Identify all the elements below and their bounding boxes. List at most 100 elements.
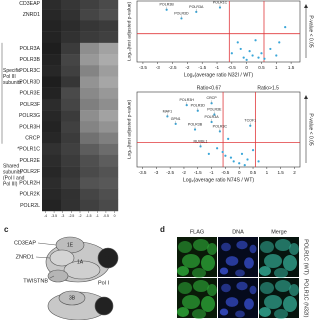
x-tick-label: 0	[245, 65, 248, 70]
heatmap-cell	[61, 121, 81, 133]
row-label: POLR2K	[20, 192, 41, 198]
cell	[289, 243, 299, 255]
heatmap-cell	[42, 31, 62, 44]
heatmap-cell	[99, 54, 119, 66]
x-tick-label: -1.5	[194, 170, 202, 175]
row-group-label: Specific	[3, 68, 21, 74]
cell	[178, 241, 192, 253]
heatmap-cell	[80, 154, 100, 167]
data-point	[232, 160, 235, 163]
heatmap-cell	[99, 31, 119, 44]
cell	[249, 244, 257, 254]
x-tick-label: -3.5	[51, 214, 57, 218]
x-tick-label: -4	[44, 214, 47, 218]
heatmap-cell	[61, 76, 81, 88]
cell	[264, 254, 282, 268]
heatmap-cell	[99, 188, 119, 200]
data-point	[216, 147, 219, 150]
diagram-label: TWISTNB	[23, 278, 48, 284]
cell	[207, 284, 217, 296]
data-point	[260, 52, 263, 55]
diagram-label: CD3EAP	[14, 240, 36, 246]
heatmap-cell	[61, 154, 81, 167]
blob	[58, 290, 86, 306]
heatmap-cell	[42, 9, 62, 21]
heatmap-cell	[42, 98, 62, 111]
cell	[235, 269, 245, 277]
heatmap-cell	[99, 199, 119, 212]
cell	[178, 282, 192, 294]
row-label: POLR1C (N32I)	[303, 279, 309, 318]
data-point	[246, 158, 249, 161]
ratio-note: Ratio<0.67	[197, 85, 222, 91]
point-label: TCOF1	[244, 119, 256, 123]
x-tick-label: 1	[275, 65, 278, 70]
data-point	[236, 41, 239, 44]
row-label: POLR2E	[20, 158, 41, 164]
heatmap-cell	[61, 98, 81, 111]
point-label: RUVBL1	[194, 139, 208, 143]
heatmap-cell	[99, 20, 119, 32]
heatmap-cell	[42, 42, 62, 55]
data-point	[257, 160, 260, 163]
data-point	[263, 57, 266, 60]
cell	[283, 255, 297, 271]
blob	[94, 296, 114, 316]
heatmap-cell	[80, 65, 100, 77]
heatmap-cell	[80, 20, 100, 32]
cell	[219, 267, 229, 275]
subunit-label: 1E	[67, 242, 74, 248]
cell	[289, 284, 299, 296]
data-point	[251, 149, 255, 152]
row-label: POLR3G	[19, 113, 40, 119]
cell	[225, 256, 239, 266]
data-point	[242, 56, 245, 59]
point-label: POLR1C	[213, 0, 228, 4]
data-point	[243, 164, 246, 167]
cell	[225, 297, 239, 307]
point-label: POLR3A	[204, 115, 219, 119]
row-group-label: Pol III	[3, 74, 16, 80]
subunit-label: 1C	[105, 255, 112, 261]
row-label: POLR3B	[20, 57, 41, 63]
x-tick-label: 1.5	[277, 170, 284, 175]
diagram-label: ZNRD1	[16, 254, 34, 260]
cell	[259, 266, 271, 276]
heatmap-cell	[99, 143, 119, 156]
leader	[49, 275, 55, 279]
heatmap-cell	[80, 9, 100, 21]
heatmap-cell	[99, 132, 119, 144]
heatmap-cell	[61, 0, 81, 10]
data-point	[278, 41, 281, 44]
heatmap-cell	[99, 9, 119, 21]
heatmap-cell	[61, 177, 81, 189]
point-label: POLR3A	[189, 5, 204, 9]
heatmap-cell	[42, 199, 62, 212]
cell	[236, 281, 248, 291]
row-label: POLR1C (WT)	[303, 239, 309, 275]
row-group-label: (Pol I and	[3, 175, 25, 181]
row-label: POLR3H	[19, 124, 40, 130]
data-point	[257, 56, 260, 59]
cell	[182, 295, 200, 309]
cell	[283, 296, 297, 312]
heatmap-cell	[42, 20, 62, 32]
x-tick-label: 0	[114, 214, 116, 218]
heatmap-cell	[42, 0, 62, 10]
point-label: POLR3C	[213, 124, 228, 128]
heatmap-cell	[42, 87, 62, 100]
y-axis-label: Log₁₀(test adjusted p-value)	[126, 2, 132, 61]
point-label: POLR3B	[160, 3, 175, 7]
heatmap-cell	[80, 143, 100, 156]
point-label: CRCP	[206, 96, 217, 100]
heatmap-cell	[42, 177, 62, 189]
data-point	[238, 162, 241, 165]
column-header: DNA	[232, 229, 244, 235]
cell	[275, 239, 291, 251]
heatmap-cell	[42, 54, 62, 66]
heatmap-cell	[80, 0, 100, 10]
x-axis-label: Log₂(average ratio N32I / WT)	[184, 72, 253, 78]
heatmap-cell	[42, 110, 62, 122]
heatmap-cell	[99, 154, 119, 167]
point-label: POLR3E	[207, 107, 222, 111]
